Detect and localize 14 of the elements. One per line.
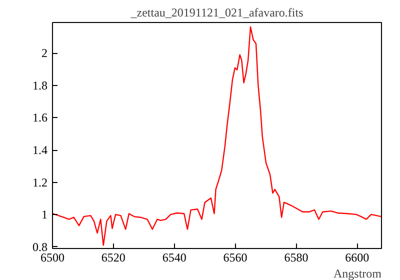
x-tick-label: 6600 (345, 250, 370, 264)
chart-title: _zettau_20191121_021_afavaro.fits (130, 6, 304, 20)
x-tick-label: 6560 (223, 250, 248, 264)
y-tick-label: 1.4 (32, 143, 48, 158)
x-axis-title: Angstrom (334, 266, 382, 280)
y-tick-label: 1 (42, 208, 48, 222)
line-series (52, 26, 382, 246)
y-tick-label: 2 (42, 46, 48, 60)
y-tick-label: 1.8 (32, 78, 48, 92)
y-tick-label: 1.2 (32, 175, 48, 190)
x-tick-label: 6540 (162, 250, 186, 264)
x-tick-label: 6520 (101, 250, 126, 264)
x-tick-label: 6580 (284, 250, 308, 264)
y-tick-label: 1.6 (32, 110, 48, 125)
